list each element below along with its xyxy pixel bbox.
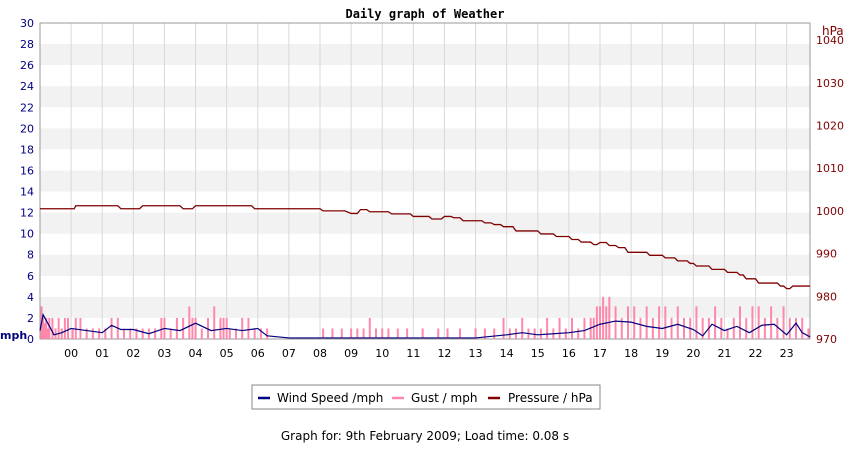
right-tick-label: 1020	[816, 119, 844, 132]
left-tick-label: 0	[27, 333, 34, 346]
right-axis-tick-labels: 970 980 990 1000 1010 1020 1030 1040	[816, 34, 844, 346]
x-axis-tick-labels: 00 01 02 03 04 05 06 07 08 09 10 11 12 13 14 15 16 17 18 19…	[64, 347, 794, 360]
left-tick-label: 12	[20, 207, 34, 220]
left-tick-label: 8	[27, 249, 34, 262]
left-tick-label: 22	[20, 101, 34, 114]
x-tick-label: 11	[406, 347, 420, 360]
right-tick-label: 1010	[816, 162, 844, 175]
footer-caption: Graph for: 9th February 2009; Load time:…	[280, 429, 570, 443]
x-tick-label: 13	[469, 347, 483, 360]
left-tick-label: 4	[27, 291, 34, 304]
left-tick-label: 2	[27, 312, 34, 325]
plot-frame	[39, 22, 811, 340]
band	[40, 296, 810, 318]
x-tick-label: 05	[220, 347, 234, 360]
legend-box	[251, 384, 601, 410]
x-tick-label: 16	[562, 347, 576, 360]
left-tick-label: 26	[20, 59, 34, 72]
left-tick-label: 28	[20, 38, 34, 51]
x-tick-label: 23	[780, 347, 794, 360]
x-tick-label: 03	[157, 347, 171, 360]
right-tick-label: 1000	[816, 205, 844, 218]
legend-label-pressure: Pressure / hPa	[508, 391, 593, 405]
x-tick-label: 20	[686, 347, 700, 360]
left-axis-unit: mph	[0, 329, 27, 342]
legend-label-gust: Gust / mph	[411, 391, 477, 405]
x-tick-label: 07	[282, 347, 296, 360]
band	[40, 86, 810, 108]
left-tick-label: 20	[20, 122, 34, 135]
chart-title: Daily graph of Weather	[346, 7, 505, 21]
x-tick-label: 10	[375, 347, 389, 360]
band	[40, 212, 810, 234]
band	[40, 170, 810, 192]
x-tick-label: 19	[655, 347, 669, 360]
right-tick-label: 990	[816, 248, 837, 261]
x-tick-label: 22	[749, 347, 763, 360]
vertical-gridlines	[70, 23, 788, 339]
right-tick-label: 980	[816, 290, 837, 303]
right-tick-label: 1030	[816, 77, 844, 90]
band	[40, 254, 810, 276]
x-tick-label: 09	[344, 347, 358, 360]
band	[40, 44, 810, 66]
pressure-line	[40, 205, 810, 290]
left-tick-label: 10	[20, 228, 34, 241]
left-tick-label: 14	[20, 186, 34, 199]
x-tick-label: 02	[126, 347, 140, 360]
legend-label-wind: Wind Speed /mph	[277, 391, 383, 405]
left-tick-label: 24	[20, 80, 34, 93]
background-bands	[40, 44, 810, 318]
left-tick-label: 6	[27, 270, 34, 283]
right-tick-label: 1040	[816, 34, 844, 47]
x-tick-label: 04	[189, 347, 203, 360]
x-tick-label: 08	[313, 347, 327, 360]
x-tick-label: 18	[624, 347, 638, 360]
x-tick-label: 01	[95, 347, 109, 360]
x-tick-label: 00	[64, 347, 78, 360]
left-tick-label: 16	[20, 164, 34, 177]
right-tick-label: 970	[816, 333, 837, 346]
x-tick-label: 21	[717, 347, 731, 360]
x-tick-label: 17	[593, 347, 607, 360]
gust-series	[40, 296, 810, 339]
left-tick-label: 30	[20, 17, 34, 30]
legend: Wind Speed /mph Gust / mph Pressure / hP…	[251, 384, 601, 410]
x-tick-label: 14	[500, 347, 514, 360]
wind-speed-line	[39, 313, 811, 339]
x-tick-label: 06	[251, 347, 265, 360]
left-tick-label: 18	[20, 143, 34, 156]
x-tick-label: 12	[437, 347, 451, 360]
x-tick-label: 15	[531, 347, 545, 360]
band	[40, 128, 810, 150]
right-axis-unit: hPa	[822, 24, 844, 38]
